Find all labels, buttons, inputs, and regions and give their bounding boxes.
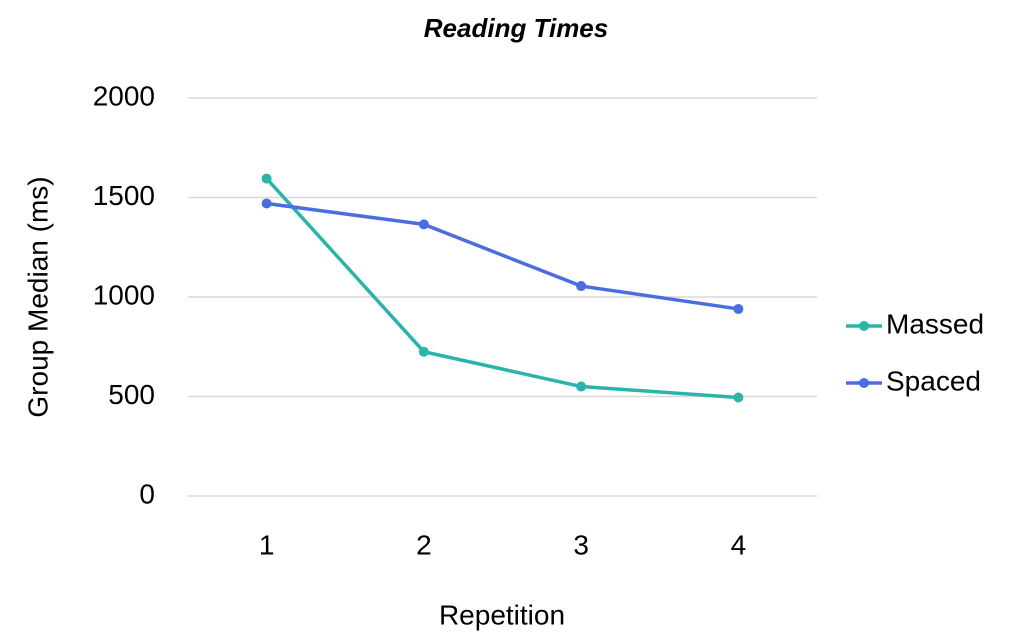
y-tick-label: 2000	[93, 80, 155, 111]
data-point	[261, 173, 272, 184]
x-axis-label: Repetition	[439, 599, 565, 630]
data-point	[576, 381, 587, 392]
legend-marker	[859, 378, 869, 388]
legend-label: Massed	[886, 308, 984, 339]
data-point	[418, 346, 429, 357]
data-point	[261, 198, 272, 209]
x-tick-label: 2	[416, 529, 432, 560]
legend-label: Spaced	[886, 365, 981, 396]
y-tick-label: 500	[108, 379, 155, 410]
chart-title: Reading Times	[424, 13, 608, 43]
series-line	[265, 177, 739, 400]
legend-marker	[859, 321, 869, 331]
x-tick-label: 3	[573, 529, 589, 560]
data-point	[733, 303, 744, 314]
y-tick-label: 0	[139, 478, 155, 509]
y-axis-label: Group Median (ms)	[22, 176, 53, 417]
data-point	[733, 392, 744, 403]
x-tick-label: 1	[259, 529, 275, 560]
y-tick-label: 1500	[93, 180, 155, 211]
x-tick-label: 4	[731, 529, 747, 560]
series-line	[266, 201, 739, 311]
data-point	[576, 281, 587, 292]
y-tick-label: 1000	[93, 279, 155, 310]
data-point	[418, 219, 429, 230]
